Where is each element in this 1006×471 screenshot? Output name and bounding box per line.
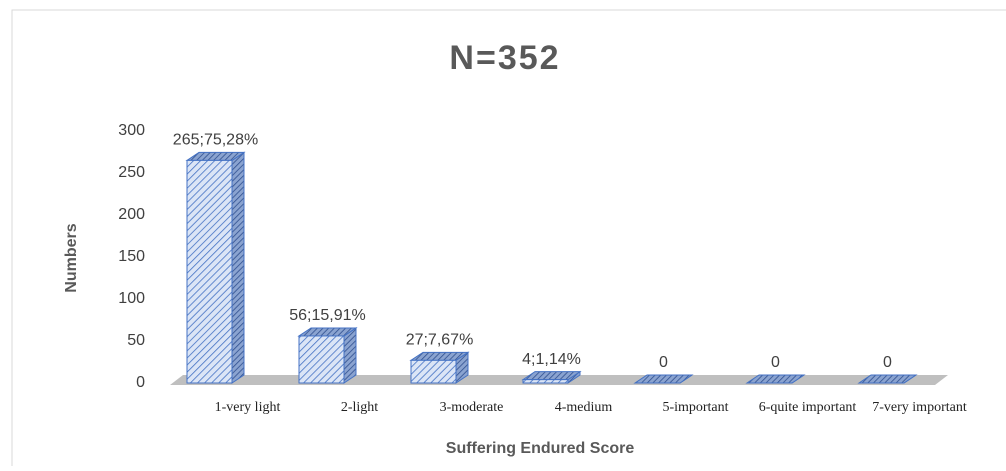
x-tick-label: 6-quite important	[759, 400, 857, 415]
bar-front	[186, 159, 233, 384]
bar	[745, 374, 806, 384]
x-tick-label: 1-very light	[215, 400, 281, 415]
x-axis-label: Suffering Endured Score	[446, 440, 635, 457]
y-tick-label: 50	[127, 332, 145, 349]
bar-side	[231, 151, 245, 384]
y-tick-label: 250	[118, 164, 145, 181]
y-axis-label: Numbers	[63, 223, 80, 292]
data-label: 265;75,28%	[173, 132, 258, 149]
x-tick-label: 3-moderate	[440, 400, 504, 415]
bar	[633, 374, 694, 384]
data-label: 27;7,67%	[406, 332, 474, 349]
x-tick-label: 5-important	[662, 400, 728, 415]
x-tick-label: 7-very important	[872, 400, 967, 415]
y-tick-label: 300	[118, 122, 145, 139]
data-label: 0	[771, 354, 780, 371]
bar	[185, 151, 246, 384]
chart-title: N=352	[449, 39, 560, 77]
y-tick-label: 100	[118, 290, 145, 307]
data-label: 0	[883, 354, 892, 371]
bar-front	[298, 335, 345, 384]
chart-border	[11, 9, 1006, 471]
data-label: 0	[659, 354, 668, 371]
bar-front	[410, 359, 457, 384]
bar	[409, 351, 470, 384]
bar-top	[633, 374, 694, 384]
x-tick-label: 2-light	[341, 400, 378, 415]
bar	[521, 370, 582, 384]
data-label: 56;15,91%	[289, 307, 366, 324]
y-tick-label: 200	[118, 206, 145, 223]
bar-side	[343, 327, 357, 384]
y-tick-label: 150	[118, 248, 145, 265]
x-tick-label: 4-medium	[555, 400, 613, 415]
bar	[857, 374, 918, 384]
bar-top	[857, 374, 918, 384]
y-tick-label: 0	[136, 374, 145, 391]
bar-front	[522, 379, 569, 384]
bar-top	[745, 374, 806, 384]
data-label: 4;1,14%	[522, 351, 581, 368]
bar	[297, 327, 358, 384]
